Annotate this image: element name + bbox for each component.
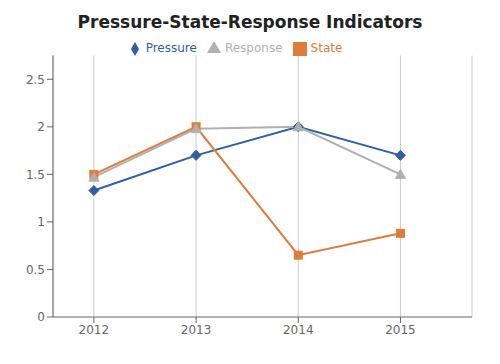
svg-text:1.5: 1.5: [26, 168, 45, 182]
svg-text:2015: 2015: [385, 323, 416, 337]
svg-text:0.5: 0.5: [26, 263, 45, 277]
svg-text:1: 1: [37, 215, 45, 229]
svg-text:0: 0: [37, 310, 45, 324]
html-text:Pressure-State-Response Indica: Pressure-State-Response Indicators: [77, 12, 423, 32]
html-text:Pressure: Pressure: [145, 41, 197, 55]
svg-text:2013: 2013: [181, 323, 212, 337]
html-text:State: State: [310, 41, 343, 55]
svg-text:2014: 2014: [283, 323, 314, 337]
svg-text:2012: 2012: [79, 323, 110, 337]
svg-text:2: 2: [37, 120, 45, 134]
html-text:Response: Response: [224, 41, 283, 55]
svg-text:2.5: 2.5: [26, 73, 45, 87]
